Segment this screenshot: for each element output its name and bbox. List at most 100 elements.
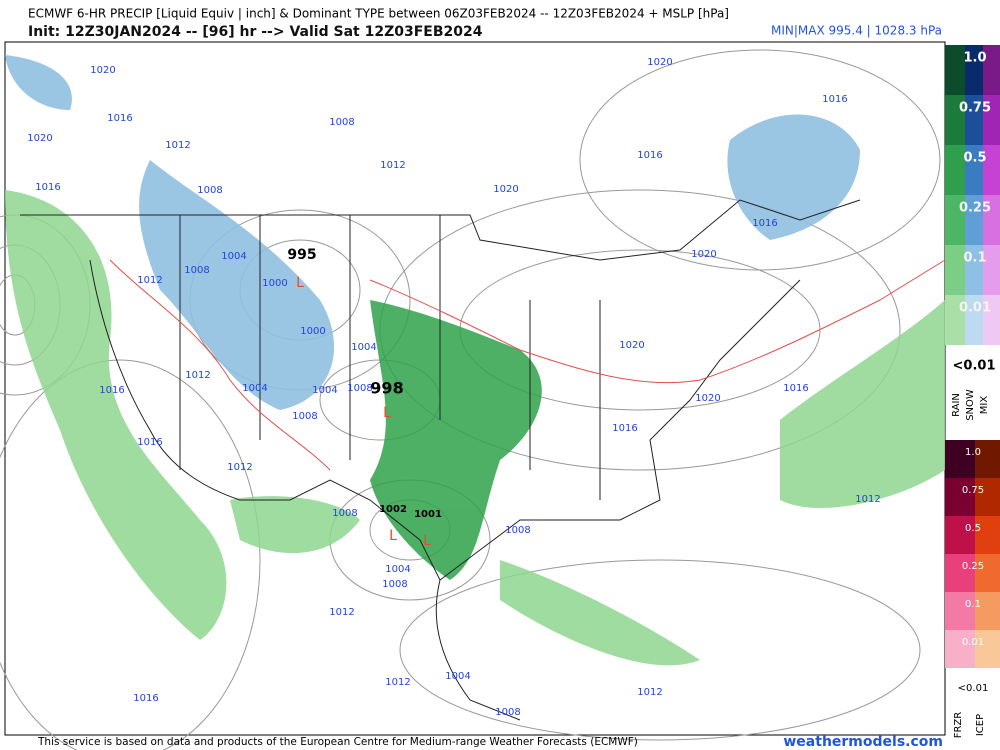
- snow-swatch: [965, 245, 983, 295]
- isobar-label: 1020: [695, 393, 720, 404]
- isobar-label: 1020: [647, 57, 672, 68]
- isobar-label: 1012: [137, 275, 162, 286]
- min-max: MIN|MAX 995.4 | 1028.3 hPa: [771, 24, 942, 38]
- icep-swatch: [975, 592, 1000, 630]
- scale-label: 0.25: [959, 201, 991, 216]
- pressure-center: 995: [287, 247, 316, 263]
- isobar-label: 1012: [380, 160, 405, 171]
- scale-label: 0.01: [959, 301, 991, 316]
- below-label: <0.01: [958, 683, 989, 694]
- icep-swatch: [975, 630, 1000, 668]
- mix-swatch: [983, 95, 1000, 145]
- rain-swatch: [945, 295, 965, 345]
- frzr-swatch: [945, 478, 975, 516]
- isobar-label: 1008: [292, 411, 317, 422]
- snow-swatch: [965, 95, 983, 145]
- scale-label: 0.5: [963, 151, 986, 166]
- rain-swatch: [945, 145, 965, 195]
- isobar-label: 1016: [99, 385, 124, 396]
- frzr-swatch: [945, 516, 975, 554]
- low-marker: L: [389, 528, 397, 544]
- rain-swatch: [945, 245, 965, 295]
- isobar-label: 1016: [137, 437, 162, 448]
- scale-label: 0.75: [959, 101, 991, 116]
- isobar-label: 1004: [312, 385, 337, 396]
- pressure-center: 1002: [379, 504, 407, 515]
- isobar-label: 1004: [351, 342, 376, 353]
- mix-swatch: [983, 295, 1000, 345]
- isobar-label: 1016: [783, 383, 808, 394]
- isobar-label: 1004: [242, 383, 267, 394]
- init-line: Init: 12Z30JAN2024 -- [96] hr --> Valid …: [28, 24, 483, 40]
- snow-areas: [5, 55, 860, 410]
- rain-swatch: [945, 195, 965, 245]
- isobar-label: 1016: [612, 423, 637, 434]
- isobar-label: 1016: [35, 182, 60, 193]
- scale-label: 0.01: [962, 637, 984, 648]
- rain-swatch: [945, 45, 965, 95]
- isobar-label: 1004: [445, 671, 470, 682]
- type-label: ICEP: [975, 714, 986, 736]
- isobar-label: 1008: [505, 525, 530, 536]
- isobar-label: 1020: [619, 340, 644, 351]
- isobar-label: 1008: [329, 117, 354, 128]
- pressure-center: 1001: [414, 509, 442, 520]
- scale-label: 1.0: [963, 51, 986, 66]
- isobar-label: 1000: [300, 326, 325, 337]
- isobar-label: 1016: [107, 113, 132, 124]
- isobar-label: 1020: [493, 184, 518, 195]
- icep-swatch: [975, 554, 1000, 592]
- legend: 1.0 0.75 0.5 0.25 0.1 0.01 <0.01 RAIN SNOW MIX 1.0…: [945, 45, 1000, 738]
- type-label: FRZR: [953, 712, 964, 739]
- rain-areas: [5, 190, 945, 666]
- isobar-label: 1012: [227, 462, 252, 473]
- isobar-label: 1012: [637, 687, 662, 698]
- isobar-label: 1020: [90, 65, 115, 76]
- isobar-label: 1012: [185, 370, 210, 381]
- scale-label: 0.1: [965, 599, 981, 610]
- isobar-label: 1020: [27, 133, 52, 144]
- scale-label: 1.0: [965, 447, 981, 458]
- isobar-label: 1004: [385, 564, 410, 575]
- isobar-label: 1016: [752, 218, 777, 229]
- snow-swatch: [965, 195, 983, 245]
- snow-swatch: [965, 295, 983, 345]
- pressure-center: 998: [370, 379, 403, 398]
- low-marker: L: [423, 533, 431, 549]
- frzr-swatch: [945, 440, 975, 478]
- icep-swatch: [975, 516, 1000, 554]
- scale-label: 0.1: [963, 251, 986, 266]
- scale-label: 0.75: [962, 485, 984, 496]
- isobar-label: 1008: [184, 265, 209, 276]
- mix-swatch: [983, 145, 1000, 195]
- type-label: RAIN: [951, 393, 962, 417]
- footer-site: weathermodels.com: [783, 734, 943, 750]
- snow-swatch: [965, 145, 983, 195]
- isobar-label: 1012: [165, 140, 190, 151]
- freezing-lines: [109, 259, 946, 471]
- mix-swatch: [983, 195, 1000, 245]
- isobar-label: 1008: [332, 508, 357, 519]
- borders: [20, 199, 861, 721]
- frzr-swatch: [945, 554, 975, 592]
- low-marker: L: [383, 405, 391, 421]
- scale-label: 0.25: [962, 561, 984, 572]
- pressure-labels: 1020 1016 1020 1016 1012 1008 1008 1012 1020 1016…: [27, 57, 880, 718]
- isobar-label: 1004: [221, 251, 246, 262]
- footer-notice: This service is based on data and produc…: [37, 736, 638, 748]
- rain-swatch: [945, 95, 965, 145]
- isobar-label: 1012: [855, 494, 880, 505]
- title: ECMWF 6-HR PRECIP [Liquid Equiv | inch] …: [28, 7, 729, 21]
- isobar-label: 1012: [329, 607, 354, 618]
- isobar-label: 1008: [495, 707, 520, 718]
- map-area: [0, 41, 946, 750]
- isobar-label: 1008: [197, 185, 222, 196]
- icep-swatch: [975, 440, 1000, 478]
- frzr-swatch: [945, 630, 975, 668]
- mix-swatch: [983, 45, 1000, 95]
- isobar-label: 1016: [637, 150, 662, 161]
- isobar-label: 1020: [691, 249, 716, 260]
- low-marker: L: [296, 275, 304, 291]
- isobar-label: 1008: [382, 579, 407, 590]
